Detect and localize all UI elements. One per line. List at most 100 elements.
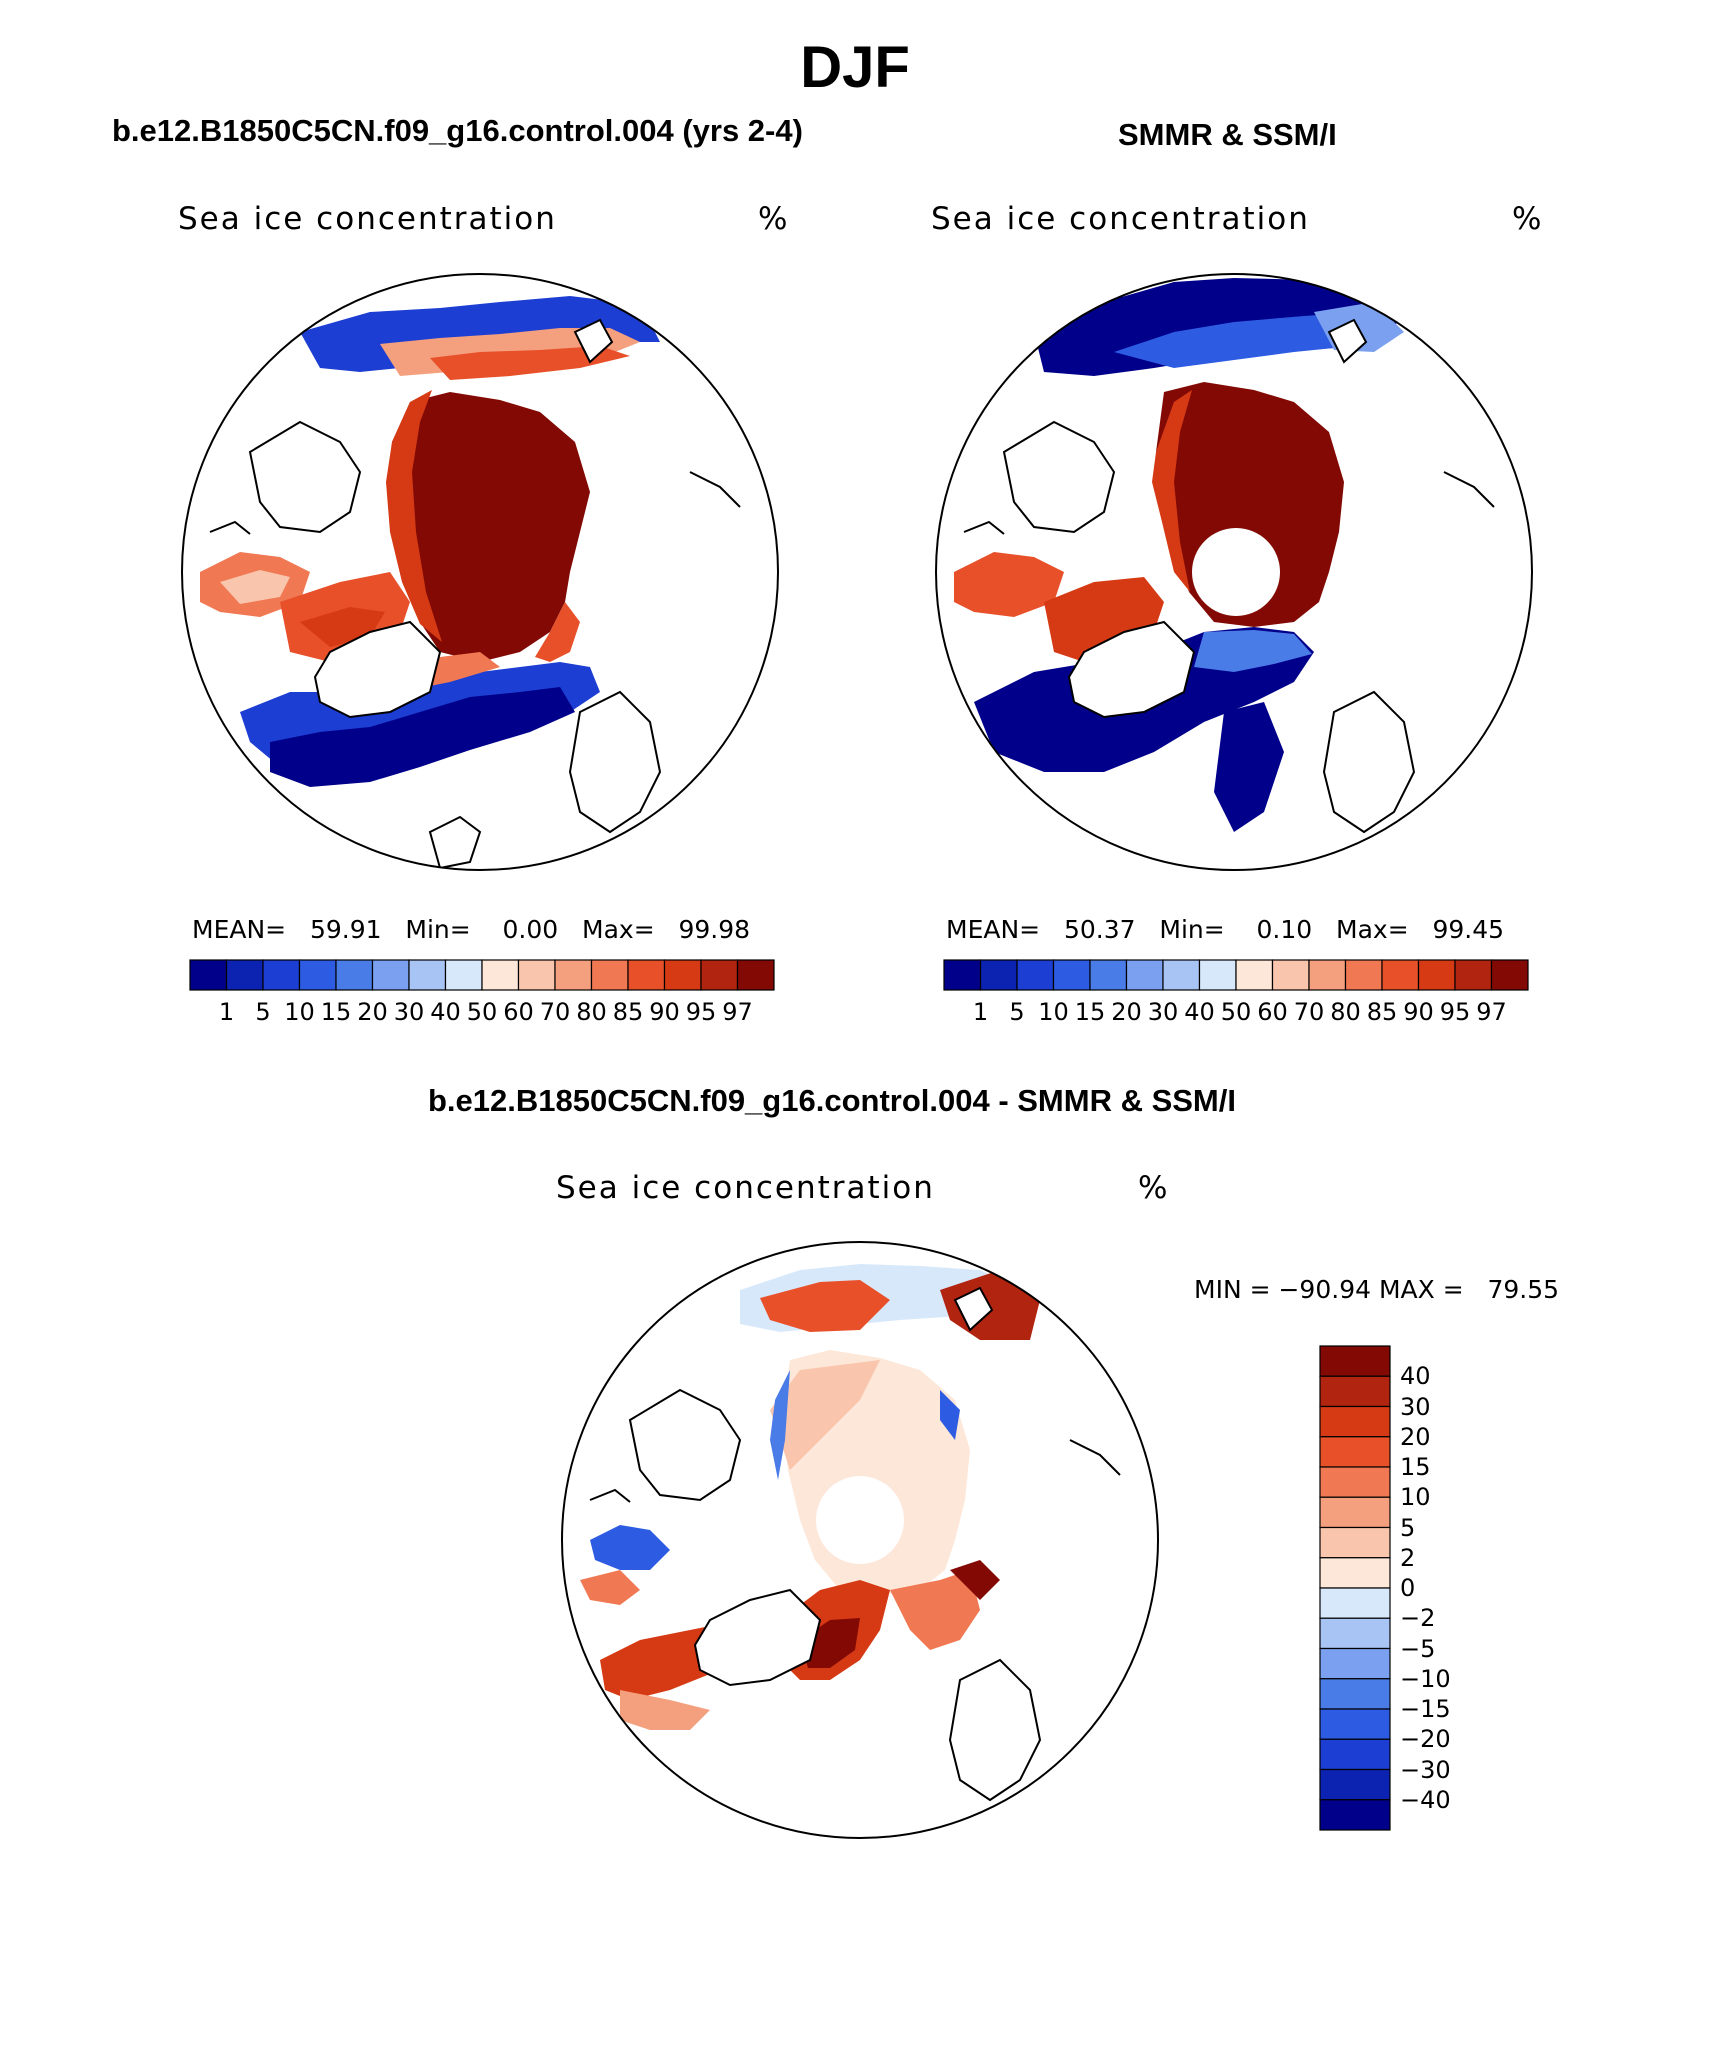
colorbar-tick-label: 5	[255, 998, 271, 1026]
colorbar-tick-label: 20	[1111, 998, 1142, 1026]
colorbar-swatch	[979, 959, 1018, 991]
colorbar-swatch	[736, 959, 775, 991]
colorbar-tick-label: −40	[1400, 1785, 1451, 1814]
colorbar-tick-label: −20	[1400, 1725, 1451, 1754]
colorbar-swatch	[1319, 1526, 1391, 1559]
colorbar-tick-label: 40	[1184, 998, 1215, 1026]
colorbar-tick-label: 80	[576, 998, 607, 1026]
colorbar-swatch	[700, 959, 739, 991]
model-mean-label: MEAN=	[192, 915, 287, 944]
model-max-label: Max=	[582, 915, 655, 944]
colorbar-swatch	[1162, 959, 1201, 991]
colorbar-swatch	[1319, 1345, 1391, 1377]
colorbar-tick-label: 15	[320, 998, 352, 1026]
colorbar-tick-label: 50	[466, 998, 498, 1026]
colorbar-tick-label: 85	[1366, 998, 1398, 1026]
colorbar-tick-label: 70	[1293, 998, 1325, 1026]
model-stats: MEAN= 59.91 Min= 0.00 Max= 99.98	[192, 915, 750, 944]
colorbar-swatch	[1125, 959, 1164, 991]
colorbar-swatch	[225, 959, 264, 991]
colorbar-swatch	[1319, 1375, 1391, 1408]
colorbar-tick-label: 15	[1074, 998, 1106, 1026]
colorbar-tick-label: 97	[722, 998, 753, 1026]
colorbar-tick-label: 30	[1400, 1392, 1431, 1421]
page-title: DJF	[800, 35, 910, 100]
colorbar-tick-label: −15	[1400, 1695, 1451, 1723]
colorbar-tick-label: −5	[1400, 1634, 1436, 1663]
colorbar-swatch	[1319, 1799, 1391, 1831]
colorbar-swatch	[481, 959, 520, 991]
colorbar-tick-label: 90	[1403, 998, 1434, 1026]
colorbar-swatch	[1198, 959, 1237, 991]
model-units: %	[758, 201, 790, 237]
colorbar-tick-label: 80	[1330, 998, 1361, 1026]
colorbar-swatch	[371, 959, 410, 991]
colorbar-swatch	[1319, 1405, 1391, 1438]
colorbar-swatch	[1089, 959, 1128, 991]
diff-panel-header: b.e12.B1850C5CN.f09_g16.control.004 - SM…	[428, 1083, 1236, 1118]
colorbar-swatch	[444, 959, 483, 991]
diff-colorbar-ticks: 40 30 20 15 10 5 2 0 −2 −5 −10 −15 −20 −30 −40	[1400, 1346, 1480, 1830]
colorbar-tick-label: 97	[1476, 998, 1507, 1026]
colorbar-swatch	[1319, 1436, 1391, 1468]
obs-min-value: 0.10	[1256, 915, 1313, 944]
colorbar-swatch	[1016, 959, 1055, 991]
colorbar-swatch	[1344, 959, 1383, 991]
colorbar-swatch	[590, 959, 629, 991]
colorbar-swatch	[1319, 1768, 1391, 1801]
model-mean-value: 59.91	[309, 915, 382, 944]
colorbar-tick-label: 95	[685, 998, 717, 1026]
colorbar-swatch	[1319, 1738, 1391, 1771]
colorbar-swatch	[943, 959, 982, 991]
diff-colorbar	[1319, 1345, 1391, 1831]
colorbar-tick-label: 15	[1400, 1453, 1431, 1481]
obs-units: %	[1512, 201, 1544, 237]
colorbar-tick-label: 70	[539, 998, 571, 1026]
colorbar-swatch	[1454, 959, 1493, 991]
colorbar-tick-label: 40	[1400, 1362, 1431, 1391]
diff-polar-map	[561, 1241, 1159, 1839]
colorbar-swatch	[1319, 1496, 1391, 1529]
obs-field-label: Sea ice concentration	[931, 201, 1310, 237]
colorbar-tick-label: 20	[1400, 1422, 1431, 1451]
model-colorbar	[189, 959, 775, 991]
colorbar-swatch	[1052, 959, 1091, 991]
colorbar-tick-label: −2	[1400, 1604, 1436, 1633]
colorbar-tick-label: 10	[1038, 998, 1069, 1026]
model-field-label: Sea ice concentration	[178, 201, 557, 237]
colorbar-tick-label: 95	[1439, 998, 1471, 1026]
obs-colorbar-ticks: 1 5 10 15 20 30 40 50 60 70 80 85 90 95 97	[944, 998, 1528, 1028]
colorbar-tick-label: 60	[1257, 998, 1288, 1026]
colorbar-tick-label: −10	[1400, 1664, 1451, 1693]
model-colorbar-ticks: 1 5 10 15 20 30 40 50 60 70 80 85 90 95 97	[190, 998, 774, 1028]
diff-field-label: Sea ice concentration	[556, 1170, 935, 1206]
obs-panel-header: SMMR & SSM/I	[1118, 117, 1337, 152]
diff-min-max: MIN = −90.94 MAX = 79.55	[1194, 1275, 1560, 1304]
model-panel-header: b.e12.B1850C5CN.f09_g16.control.004 (yrs…	[112, 113, 803, 148]
obs-mean-label: MEAN=	[946, 915, 1041, 944]
colorbar-swatch	[627, 959, 666, 991]
obs-mean-value: 50.37	[1063, 915, 1136, 944]
colorbar-tick-label: 0	[1400, 1574, 1416, 1602]
colorbar-swatch	[517, 959, 556, 991]
colorbar-tick-label: 30	[1147, 998, 1179, 1026]
colorbar-tick-label: 90	[649, 998, 680, 1026]
colorbar-tick-label: −30	[1400, 1755, 1451, 1784]
colorbar-tick-label: 50	[1220, 998, 1252, 1026]
diff-units: %	[1138, 1170, 1170, 1206]
model-min-label: Min=	[405, 915, 471, 944]
colorbar-tick-label: 30	[393, 998, 425, 1026]
colorbar-swatch	[262, 959, 301, 991]
colorbar-tick-label: 5	[1009, 998, 1025, 1026]
model-polar-map	[181, 273, 779, 871]
obs-max-value: 99.45	[1432, 915, 1505, 944]
colorbar-swatch	[1319, 1557, 1391, 1589]
colorbar-tick-label: 10	[284, 998, 315, 1026]
colorbar-swatch	[663, 959, 702, 991]
colorbar-tick-label: 1	[972, 998, 989, 1026]
colorbar-swatch	[1417, 959, 1456, 991]
obs-colorbar	[943, 959, 1529, 991]
obs-polar-map	[935, 273, 1533, 871]
colorbar-tick-label: 20	[357, 998, 388, 1026]
colorbar-swatch	[1381, 959, 1420, 991]
